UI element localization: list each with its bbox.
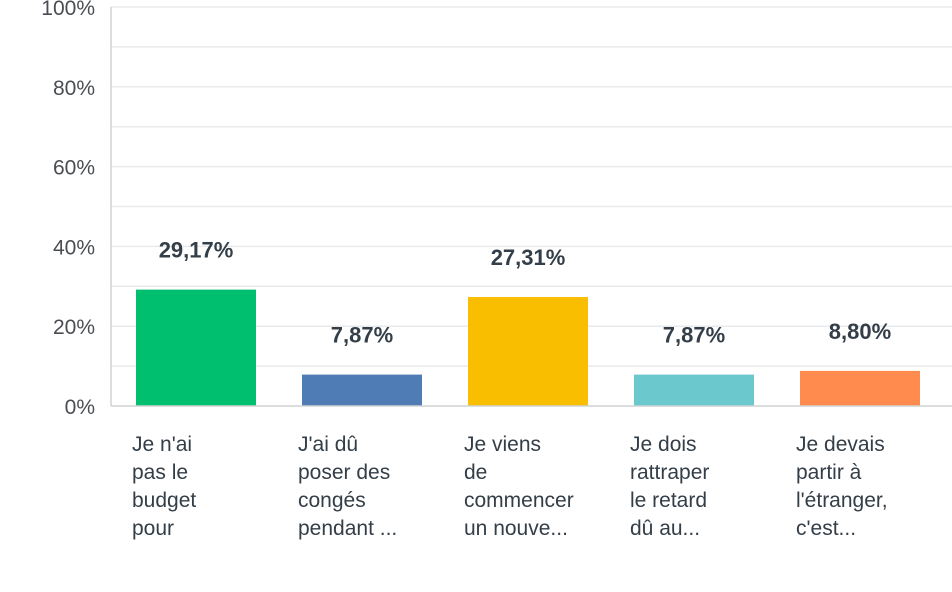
category-label: Je n'ai pas le budget pour — [132, 433, 196, 540]
category-label: Je dois rattraper le retard dû au... — [630, 433, 709, 540]
bar — [302, 374, 422, 406]
bars — [136, 289, 920, 406]
y-tick-label: 20% — [53, 316, 95, 339]
bar — [136, 289, 256, 406]
bar — [468, 297, 588, 406]
bar — [800, 370, 920, 406]
category-label: J'ai dû poser des congés pendant ... — [298, 433, 397, 540]
x-axis: Je n'ai pas le budget pour J'ai dû poser des c… — [111, 405, 952, 540]
bar — [634, 374, 754, 406]
y-tick-label: 40% — [53, 236, 95, 259]
y-tick-label: 60% — [53, 157, 95, 180]
data-label: 8,80% — [829, 319, 891, 344]
data-label: 27,31% — [491, 245, 566, 270]
data-labels: 29,17% 7,87% 27,31% 7,87% 8,80% — [159, 238, 892, 348]
y-tick-label: 0% — [65, 396, 95, 419]
y-tick-label: 80% — [53, 77, 95, 100]
category-label: Je viens de commencer un nouve... — [464, 433, 574, 540]
data-label: 29,17% — [159, 238, 234, 263]
data-label: 7,87% — [331, 323, 393, 348]
data-label: 7,87% — [663, 323, 725, 348]
y-tick-label: 100% — [41, 0, 95, 20]
category-label: Je devais partir à l'étranger, c'est... — [796, 433, 888, 540]
y-axis: 0% 20% 40% 60% 80% 100% — [41, 0, 112, 419]
